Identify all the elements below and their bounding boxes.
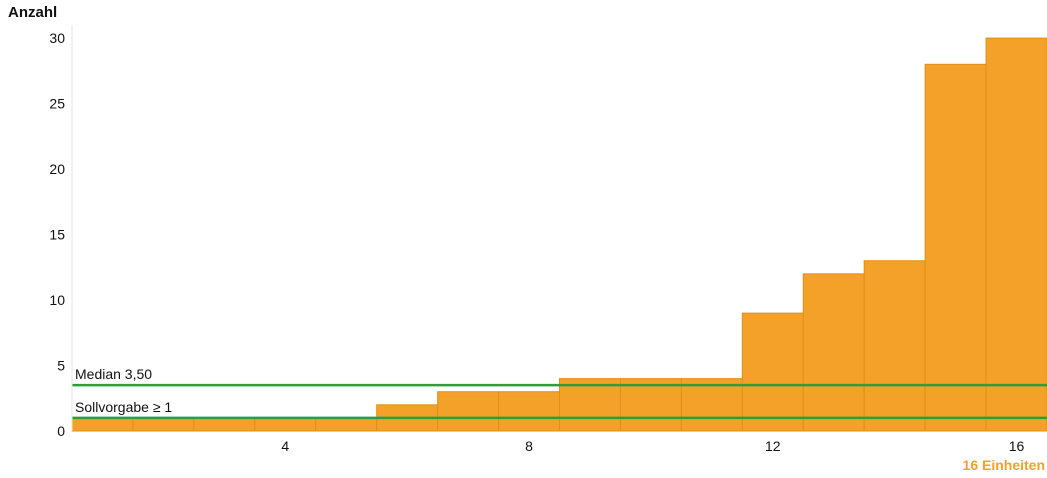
x-tick-label: 8 xyxy=(525,438,533,454)
x-tick-label: 16 xyxy=(1009,438,1025,454)
bar xyxy=(680,378,743,432)
bar xyxy=(254,417,317,432)
x-tick-label: 4 xyxy=(281,438,289,454)
x-tick-label: 12 xyxy=(765,438,781,454)
bar xyxy=(924,63,987,432)
y-tick-label: 15 xyxy=(49,227,65,243)
bar xyxy=(559,378,621,432)
bar xyxy=(437,391,500,432)
y-tick-label: 20 xyxy=(49,161,65,177)
bar xyxy=(315,417,378,432)
bar xyxy=(985,37,1047,432)
x-axis-unit-label: 16 Einheiten xyxy=(962,457,1045,473)
bar xyxy=(863,260,926,432)
y-tick-label: 5 xyxy=(57,358,65,374)
y-axis-title: Anzahl xyxy=(8,4,58,21)
bar xyxy=(498,391,560,432)
bar xyxy=(741,312,804,432)
y-tick-label: 10 xyxy=(49,292,65,308)
bar xyxy=(619,378,682,432)
reference-line-label: Median 3,50 xyxy=(75,366,152,382)
bar xyxy=(193,417,256,432)
y-tick-label: 0 xyxy=(57,423,65,439)
bar xyxy=(802,273,865,432)
bar xyxy=(71,417,134,432)
bar xyxy=(132,417,195,432)
y-tick-label: 25 xyxy=(49,96,65,112)
reference-line-label: Sollvorgabe ≥ 1 xyxy=(75,399,172,415)
y-tick-label: 30 xyxy=(49,30,65,46)
